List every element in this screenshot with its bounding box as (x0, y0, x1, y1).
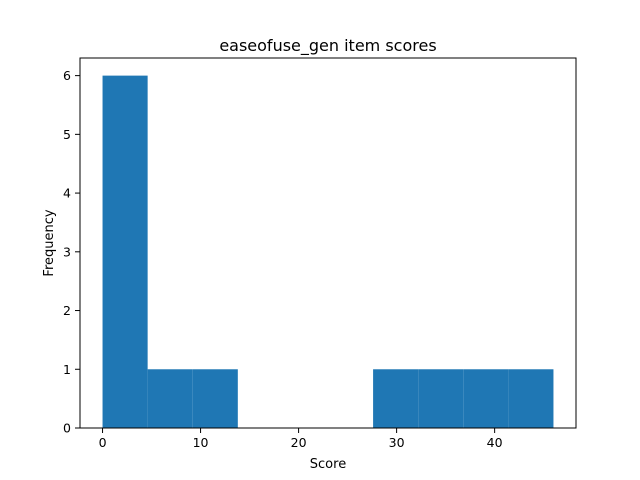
x-tick-label: 30 (389, 435, 405, 450)
y-tick-label: 5 (63, 127, 71, 142)
histogram-bar-7 (418, 369, 464, 428)
y-tick-label: 0 (63, 421, 71, 436)
histogram-bar-9 (508, 369, 554, 428)
x-axis-label: Score (310, 457, 346, 472)
y-axis-label: Frequency (42, 209, 57, 276)
histogram-bar-0 (102, 75, 148, 428)
histogram-bar-8 (463, 369, 509, 428)
y-tick-label: 1 (63, 362, 71, 377)
y-axis: 0 1 2 3 4 5 6 (63, 68, 80, 436)
histogram-bar-6 (373, 369, 419, 428)
x-tick-label: 0 (99, 435, 107, 450)
x-tick-label: 20 (291, 435, 307, 450)
bars-group (102, 75, 554, 428)
y-tick-label: 2 (63, 303, 71, 318)
x-axis: 0 10 20 30 40 (99, 428, 503, 450)
histogram-bar-1 (147, 369, 193, 428)
chart-title: easeofuse_gen item scores (219, 36, 436, 56)
plot-frame (79, 57, 577, 429)
x-tick-label: 10 (193, 435, 209, 450)
histogram-bar-2 (192, 369, 238, 428)
x-tick-label: 40 (487, 435, 503, 450)
y-tick-label: 6 (63, 68, 71, 83)
y-tick-label: 3 (63, 244, 71, 259)
y-tick-label: 4 (63, 186, 71, 201)
